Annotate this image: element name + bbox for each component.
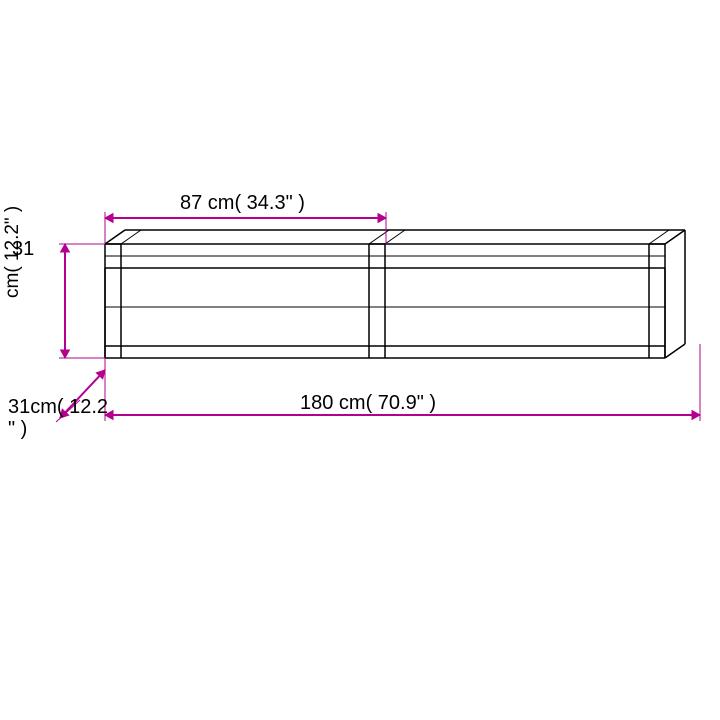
label-depth-1: 31cm( 12.2 [8, 396, 108, 419]
label-total-width: 180 cm( 70.9" ) [300, 392, 436, 415]
label-partial-width: 87 cm( 34.3" ) [180, 192, 305, 215]
diagram-svg [0, 0, 720, 720]
label-height-2: cm( 12.2" ) [2, 206, 24, 298]
label-depth-2: " ) [8, 418, 27, 441]
